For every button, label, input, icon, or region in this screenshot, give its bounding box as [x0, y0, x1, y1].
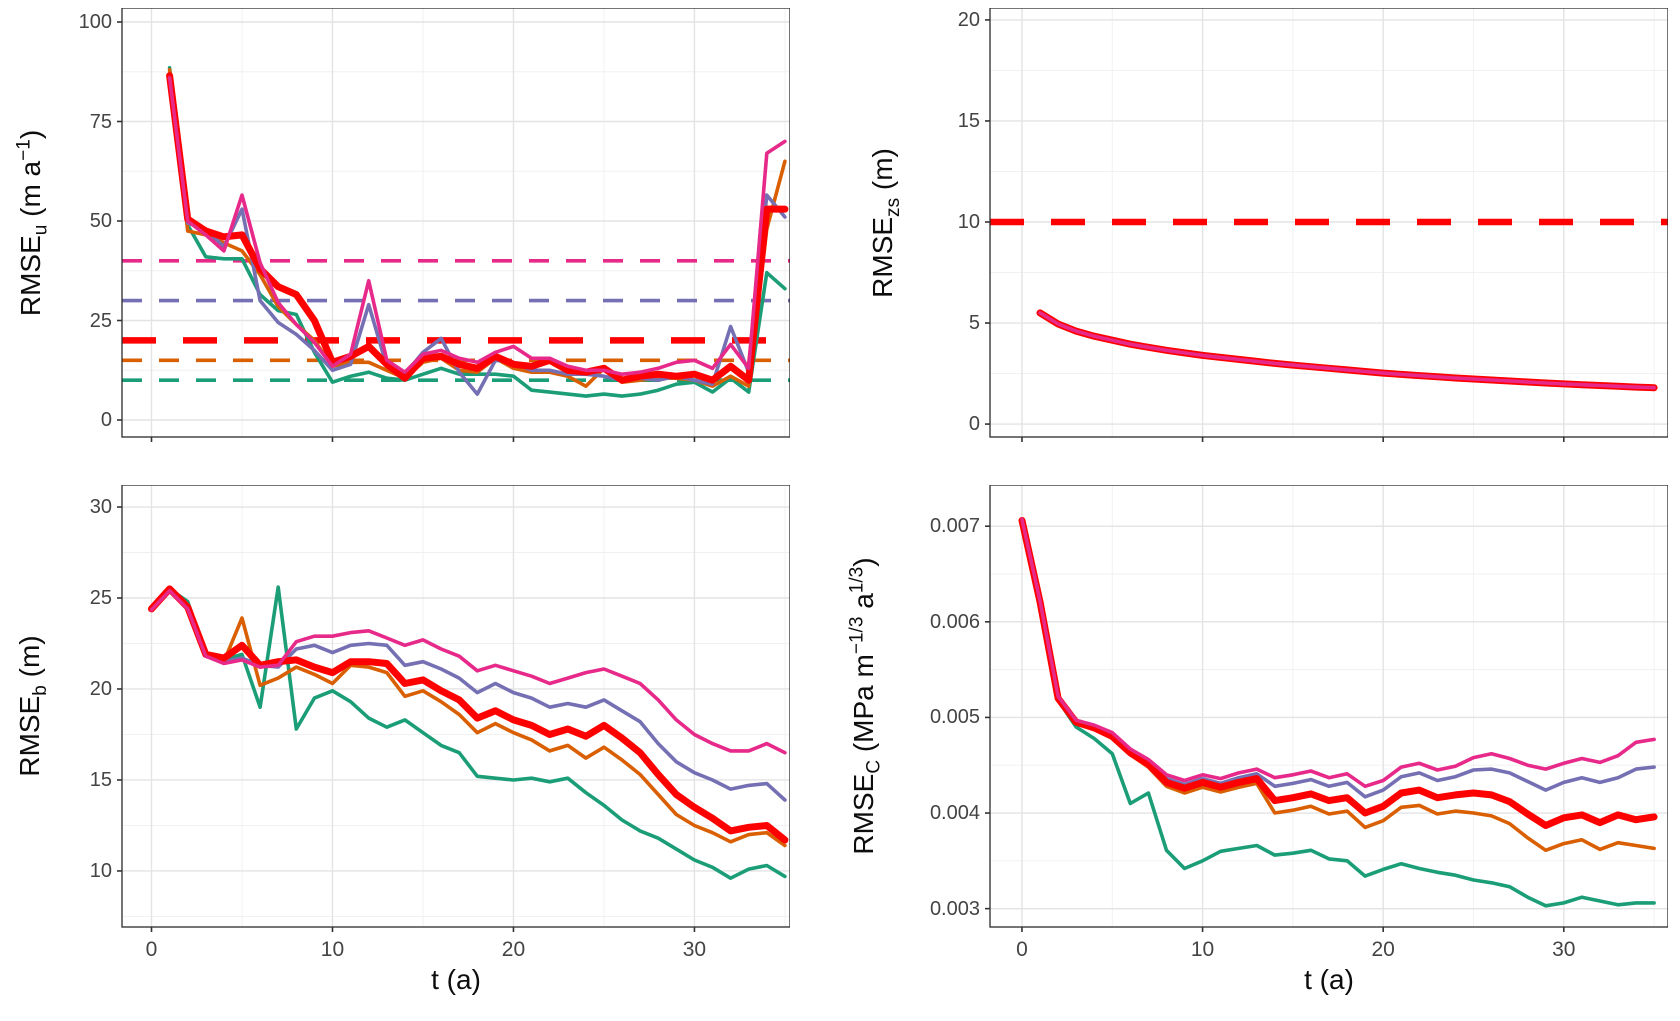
y-axis-title-part: 1/3: [846, 566, 868, 594]
y-axis-title-part: RMSE: [867, 216, 899, 298]
y-tick-label-b: 30: [89, 496, 112, 519]
y-tick-label-b: 20: [89, 677, 112, 700]
y-axis-title-part: RMSE: [14, 695, 46, 777]
plot-contents-C: [990, 485, 1668, 927]
x-tick-label-b: 20: [501, 938, 526, 961]
panel-border-b: [121, 485, 790, 928]
plot-contents-b: [122, 485, 790, 927]
x-tick-label-C: 0: [1016, 938, 1028, 961]
y-tick-label-C: 0.007: [929, 515, 980, 538]
y-tick-label-u: 100: [78, 11, 112, 33]
y-axis-title-part: −1/3: [846, 616, 868, 655]
y-axis-title-rmse-zs: RMSEzs (m): [867, 148, 905, 298]
series-line-red-C: [1018, 517, 1658, 829]
series-line-green-u: [167, 65, 787, 398]
y-tick-label-zs: 20: [957, 8, 980, 31]
series-line-purple-C: [1020, 517, 1656, 799]
y-axis-title-part: C: [863, 759, 885, 774]
plot-contents-u: [122, 8, 790, 437]
x-tick-label-C: 30: [1552, 938, 1576, 961]
y-tick-label-u: 50: [89, 210, 112, 232]
y-tick-label-u: 25: [89, 309, 112, 332]
series-line-magenta-C: [1020, 517, 1656, 789]
x-tick-label-b: 30: [682, 938, 707, 961]
panel-rmse-c: [982, 485, 1668, 935]
x-tick-label-C: 10: [1190, 938, 1215, 961]
panel-border-u: [121, 8, 790, 438]
x-tick-label-C: 20: [1371, 938, 1395, 961]
series-line-magenta-b: [149, 588, 787, 755]
x-axis-title-right: t (a): [1304, 964, 1354, 995]
series-line-purple-u: [167, 73, 787, 396]
series-line-green-zs: [1038, 311, 1656, 390]
series-line-green-C: [1020, 519, 1656, 908]
y-axis-title-part: a: [847, 593, 879, 617]
plot-area-zs: [985, 8, 1668, 442]
y-axis-title-part: ): [847, 557, 879, 567]
panel-rmse-b: [114, 485, 790, 935]
panel-rmse-zs: [982, 8, 1668, 445]
y-axis-title-part: RMSE: [14, 234, 46, 316]
series-line-red-u: [166, 72, 789, 384]
plot-area-b: [117, 485, 790, 932]
series-line-magenta-zs: [1038, 311, 1656, 390]
y-tick-label-C: 0.006: [929, 610, 980, 633]
y-tick-label-C: 0.003: [929, 897, 980, 920]
y-axis-title-part: (m): [867, 147, 899, 198]
y-tick-label-C: 0.004: [929, 802, 980, 825]
y-tick-label-zs: 15: [957, 109, 980, 132]
y-tick-label-u: 0: [100, 409, 112, 431]
y-tick-label-b: 15: [89, 768, 112, 791]
y-axis-title-part: zs: [882, 197, 904, 217]
plot-area-C: [985, 485, 1668, 932]
y-tick-label-u: 75: [89, 110, 112, 133]
panel-rmse-u: [114, 8, 790, 445]
y-tick-label-b: 10: [89, 859, 112, 882]
y-axis-title-rmse-c: RMSEC (MPa m−1/3 a1/3): [847, 557, 886, 854]
series-line-magenta-u: [167, 75, 787, 377]
series-line-green-b: [149, 585, 787, 881]
series-line-orange-b: [149, 587, 787, 848]
plot-area-u: [117, 8, 790, 442]
series-line-purple-zs: [1038, 311, 1656, 390]
series-line-red-b: [148, 585, 789, 844]
y-axis-title-rmse-b: RMSEb (m): [14, 635, 52, 776]
y-axis-title-part: (MPa m: [847, 654, 879, 760]
series-line-red-zs: [1036, 309, 1658, 392]
series-line-purple-b: [149, 587, 787, 802]
y-tick-label-b: 25: [89, 587, 112, 609]
y-tick-label-zs: 5: [968, 312, 980, 335]
x-tick-label-b: 0: [145, 938, 158, 961]
panel-border-C: [989, 485, 1668, 928]
y-tick-label-zs: 0: [968, 413, 980, 436]
plot-contents-zs: [990, 8, 1668, 437]
y-tick-label-zs: 10: [957, 210, 980, 233]
x-tick-label-b: 10: [320, 938, 345, 961]
x-axis-title-left: t (a): [431, 964, 481, 995]
y-axis-title-part: −1: [13, 138, 35, 161]
series-line-orange-zs: [1038, 311, 1656, 390]
y-tick-label-C: 0.005: [929, 706, 980, 729]
y-axis-title-part: RMSE: [847, 773, 879, 855]
